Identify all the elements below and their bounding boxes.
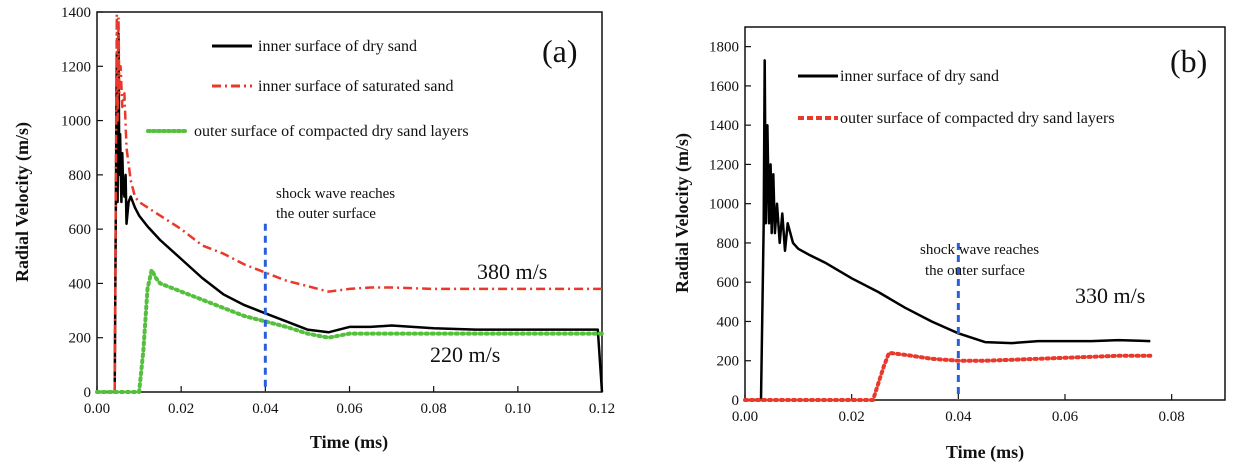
- chart-b-y-tick-label: 800: [717, 236, 740, 252]
- chart-a-x-tick-label: 0.04: [252, 401, 279, 417]
- chart-a-y-tick-label: 600: [69, 222, 92, 238]
- chart-b-y-tick-label: 1600: [709, 79, 739, 95]
- chart-a-series-line-0: [97, 32, 604, 394]
- chart-b-annotation-330: 330 m/s: [1075, 283, 1145, 308]
- chart-a: 0.00 0.02 0.04 0.06 0.08 0.10 0.12 0 200 400 600 80…: [12, 5, 615, 453]
- chart-a-legend-label-1: inner surface of saturated sand: [258, 78, 453, 95]
- chart-b-x-tick-label: 0.06: [1052, 409, 1079, 425]
- chart-b-series-line-0: [745, 59, 1151, 402]
- chart-a-y-tick-label: 1200: [61, 59, 91, 75]
- chart-b-ticks: 0.00 0.02 0.04 0.06 0.08 0 200 400 600 800 1000 120…: [709, 40, 1185, 425]
- chart-a-y-tick-label: 0: [84, 385, 92, 401]
- chart-a-x-axis-label: Time (ms): [310, 432, 388, 453]
- chart-b-x-axis-label: Time (ms): [946, 442, 1024, 463]
- chart-a-y-tick-label: 800: [69, 168, 92, 184]
- chart-a-panel-label: (a): [542, 33, 578, 69]
- chart-a-y-tick-label: 1000: [61, 114, 91, 130]
- chart-a-x-tick-label: 0.12: [589, 401, 615, 417]
- chart-a-ticks: 0.00 0.02 0.04 0.06 0.08 0.10 0.12 0 200 400 600 80…: [61, 5, 615, 417]
- chart-b-legend-label-1: outer surface of compacted dry sand laye…: [840, 110, 1115, 127]
- chart-b-y-tick-label: 600: [717, 275, 740, 291]
- chart-b-x-tick-label: 0.08: [1159, 409, 1185, 425]
- chart-a-x-tick-label: 0.08: [421, 401, 447, 417]
- chart-b-series-line-1: [743, 350, 1153, 402]
- chart-a-annotation-shock-2: the outer surface: [276, 206, 376, 222]
- chart-a-series-line-1: [97, 13, 602, 394]
- chart-a-legend-label-2: outer surface of compacted dry sand laye…: [194, 123, 469, 140]
- chart-a-series-line-2: [95, 267, 604, 394]
- chart-b-x-tick-label: 0.00: [732, 409, 758, 425]
- chart-b-y-tick-label: 1000: [709, 197, 739, 213]
- chart-a-x-tick-label: 0.06: [336, 401, 363, 417]
- chart-b-y-tick-label: 200: [717, 354, 740, 370]
- chart-a-x-tick-label: 0.10: [505, 401, 531, 417]
- chart-a-y-tick-label: 200: [69, 331, 92, 347]
- chart-b-y-tick-label: 1200: [709, 157, 739, 173]
- chart-a-y-axis-label: Radial Velocity (m/s): [12, 122, 33, 282]
- chart-b-x-tick-label: 0.04: [945, 409, 972, 425]
- chart-b-x-tick-label: 0.02: [839, 409, 865, 425]
- chart-a-annotation-shock-1: shock wave reaches: [276, 186, 395, 202]
- chart-b-annotation-shock-1: shock wave reaches: [920, 242, 1039, 258]
- chart-a-series: [95, 13, 604, 394]
- chart-a-legend: inner surface of dry sand inner surface …: [146, 38, 469, 140]
- chart-b-frame: [744, 26, 1226, 401]
- chart-a-annotation-220: 220 m/s: [430, 342, 500, 367]
- chart-b-y-tick-label: 1800: [709, 40, 739, 56]
- chart-b-annotation-shock-2: the outer surface: [925, 263, 1025, 279]
- chart-b-panel-label: (b): [1170, 43, 1207, 79]
- chart-a-y-tick-label: 400: [69, 276, 92, 292]
- chart-b-legend: inner surface of dry sand outer surface …: [798, 68, 1115, 127]
- chart-a-x-tick-label: 0.00: [84, 401, 110, 417]
- chart-a-y-tick-label: 1400: [61, 5, 91, 21]
- chart-b-legend-label-0: inner surface of dry sand: [840, 68, 999, 85]
- chart-b-y-axis-label: Radial Velocity (m/s): [672, 133, 693, 293]
- chart-b-y-tick-label: 400: [717, 314, 740, 330]
- chart-a-legend-label-0: inner surface of dry sand: [258, 38, 417, 55]
- chart-a-x-tick-label: 0.02: [168, 401, 194, 417]
- chart-b-y-tick-label: 0: [732, 393, 740, 409]
- chart-b: 0.00 0.02 0.04 0.06 0.08 0 200 400 600 800 1000 120…: [672, 26, 1226, 463]
- chart-b-series: [743, 59, 1153, 402]
- chart-a-annotation-380: 380 m/s: [477, 259, 547, 284]
- chart-b-y-tick-label: 1400: [709, 118, 739, 134]
